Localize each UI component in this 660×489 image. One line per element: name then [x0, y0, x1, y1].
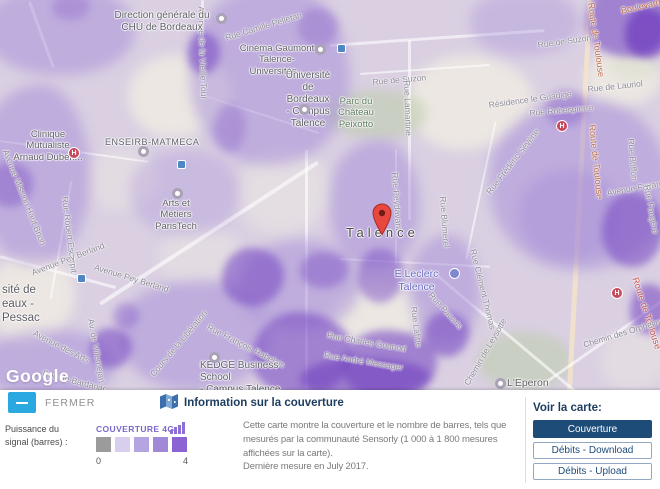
coverage-blob: [0, 85, 90, 265]
info-body: Cette carte montre la couverture et le n…: [243, 419, 528, 474]
coverage-blob: [545, 90, 587, 126]
sidebar-title: Voir la carte:: [533, 402, 602, 414]
debits-upload-button[interactable]: Débits - Upload: [533, 463, 652, 480]
coverage-blob: [470, 0, 580, 55]
divider: [525, 397, 526, 483]
coverage-blob: [625, 8, 660, 58]
place-label-campus: Université de Bordeaux - Campus Talence: [285, 70, 331, 129]
place-label-enseirb: ENSEIRB-MATMECA: [105, 137, 200, 147]
coverage-blob: [300, 252, 348, 288]
poi-icon[interactable]: [315, 44, 326, 55]
legend-swatch-0: [96, 437, 111, 452]
coverage-blob: [52, 0, 90, 20]
road-line: [395, 150, 397, 265]
coverage-blob: [90, 328, 132, 368]
signal-bars-icon: [170, 422, 185, 434]
debits-download-button[interactable]: Débits - Download: [533, 442, 652, 459]
poi-icon[interactable]: [216, 13, 227, 24]
poi-icon[interactable]: [495, 378, 506, 389]
legend-swatch-3: [153, 437, 168, 452]
place-label-eperon: L'Eperon d'Orion: [507, 377, 549, 390]
legend-swatch-4: [172, 437, 187, 452]
hospital-icon[interactable]: H: [556, 120, 568, 132]
place-label-clinique: Clinique Mutualiste Arnaud Duben...: [13, 129, 83, 163]
coverage-blob: [602, 192, 660, 267]
coverage-blob: [330, 140, 420, 270]
poi-icon[interactable]: [209, 352, 220, 363]
place-label-kedge: KEDGE Business School - Campus Talence: [200, 360, 281, 390]
minus-icon: [8, 392, 36, 413]
couverture-button[interactable]: Couverture: [533, 420, 652, 438]
poi-icon[interactable]: [299, 104, 310, 115]
legend-swatch-2: [134, 437, 149, 452]
transit-icon[interactable]: [177, 160, 186, 169]
place-label-pessac: sité de eaux - Pessac: [2, 284, 40, 324]
road-line: [408, 40, 411, 220]
transit-icon[interactable]: [77, 274, 86, 283]
bottom-panel: FERMER Puissance du signal (barres) : CO…: [0, 390, 660, 489]
coverage-blob: [222, 248, 284, 306]
hospital-icon[interactable]: H: [68, 147, 80, 159]
map-icon: [160, 394, 178, 414]
poi-icon[interactable]: [172, 188, 183, 199]
info-body-line1: Cette carte montre la couverture et le n…: [243, 420, 507, 459]
place-label-parc: Parc du Château Peixotto: [338, 96, 374, 130]
coverage-blob: [0, 0, 135, 75]
coverage-blob: [113, 303, 139, 329]
coverage-blob: [188, 32, 220, 74]
legend-swatches: [96, 437, 187, 452]
legend-scale-max: 4: [183, 456, 189, 466]
transit-icon[interactable]: [337, 44, 346, 53]
place-label-leclerc: E.Leclerc Talence: [394, 268, 439, 293]
place-label-gaumont: Cinéma Gaumont Talence-Universités...: [239, 43, 315, 77]
coverage-blob: [300, 358, 430, 390]
coverage-blob: [630, 284, 660, 334]
coverage-blob: [214, 104, 246, 152]
map-clear-area: [585, 52, 660, 107]
coverage-blob: [424, 312, 469, 357]
park-area: [478, 332, 570, 390]
fermer-label: FERMER: [45, 396, 96, 409]
legend-network-label: COUVERTURE 4G: [96, 424, 175, 434]
poi-icon[interactable]: [138, 146, 149, 157]
coverage-blob: [190, 0, 350, 165]
legend-swatch-1: [115, 437, 130, 452]
street-label: Rue Lamartine: [402, 80, 414, 137]
road-line: [305, 150, 308, 390]
legend-caption: Puissance du signal (barres) :: [5, 424, 68, 447]
coverage-blob: [298, 8, 338, 46]
info-body-line2: Dernière mesure en July 2017.: [243, 461, 369, 473]
location-pin[interactable]: [372, 203, 392, 241]
place-label-chu: Direction générale du CHU de Bordeaux: [114, 10, 210, 33]
coverage-map[interactable]: Avenue de la Vieille Tour Rue Camille Pe…: [0, 0, 660, 390]
map-clear-area: [600, 330, 660, 390]
coverage-blob: [358, 248, 403, 303]
fermer-button[interactable]: FERMER: [8, 392, 95, 413]
info-title: Information sur la couverture: [184, 397, 344, 409]
legend-scale-min: 0: [96, 456, 102, 466]
place-label-arts: Arts et Métiers ParisTech: [155, 198, 197, 232]
hospital-icon[interactable]: H: [611, 287, 623, 299]
shopping-icon[interactable]: [449, 268, 460, 279]
google-logo[interactable]: Google: [6, 366, 70, 386]
